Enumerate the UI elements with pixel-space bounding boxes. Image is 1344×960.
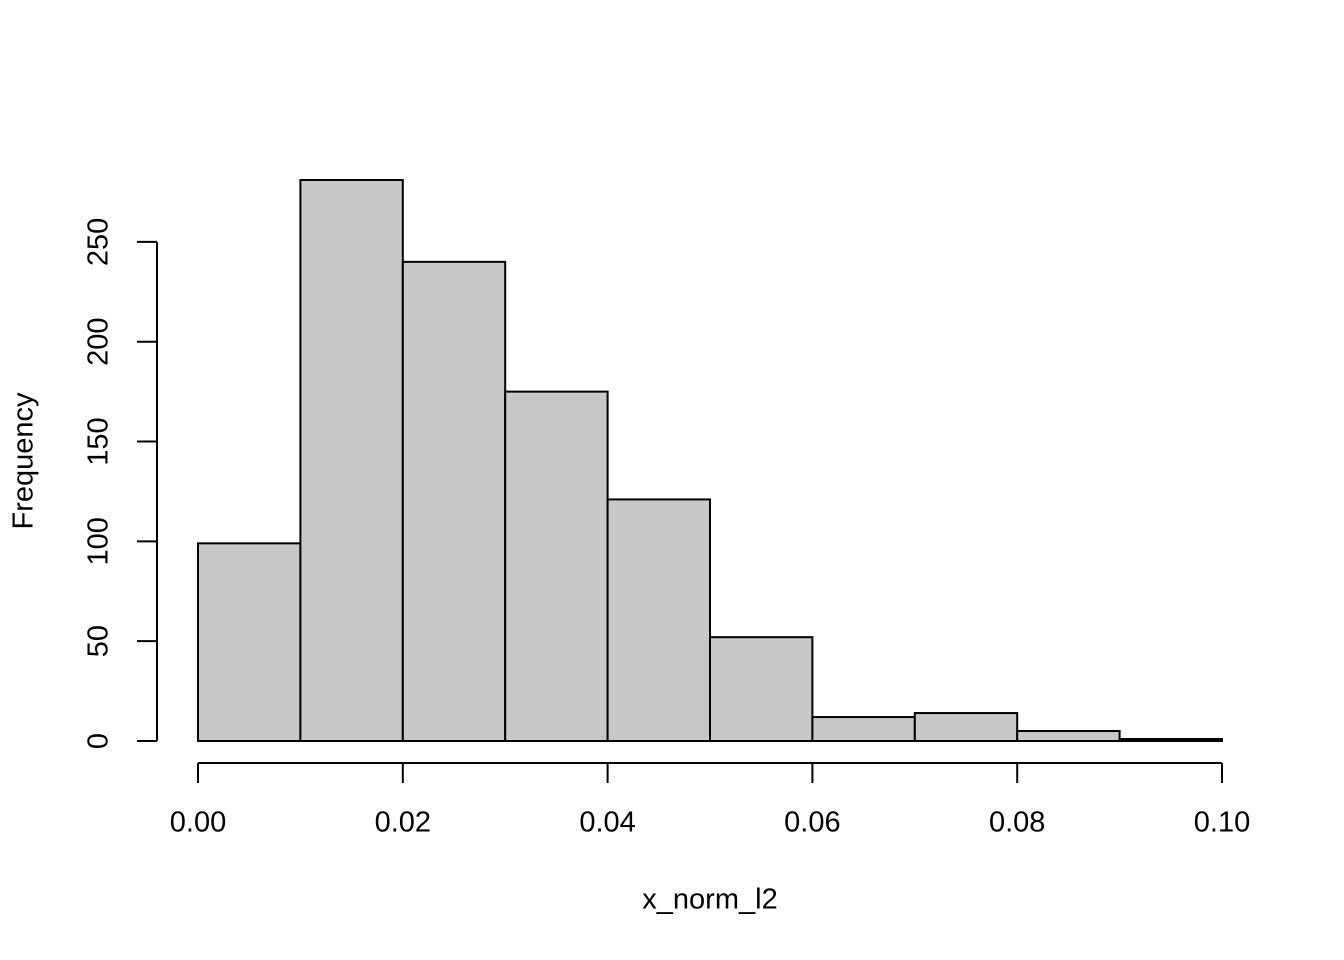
bar <box>197 542 302 742</box>
bar <box>401 260 507 742</box>
y-tick-label: 150 <box>83 417 115 465</box>
x-tick-label: 0.06 <box>784 807 840 839</box>
y-axis-label: Frequency <box>8 392 40 530</box>
x-tick-label: 0.08 <box>989 807 1045 839</box>
bar <box>299 179 404 742</box>
x-tick-label: 0.04 <box>579 807 635 839</box>
x-tick-label: 0.02 <box>375 807 431 839</box>
bar <box>709 636 814 743</box>
x-tick-label: 0.00 <box>170 807 226 839</box>
y-tick-label: 200 <box>83 318 115 366</box>
y-tick-label: 100 <box>83 517 115 565</box>
bar <box>913 712 1019 742</box>
bar <box>1016 730 1121 743</box>
bar <box>1118 738 1223 742</box>
y-tick-label: 50 <box>83 625 115 657</box>
y-tick-label: 250 <box>83 218 115 266</box>
y-tick-label: 0 <box>83 733 115 749</box>
x-axis-label: x_norm_l2 <box>642 884 777 916</box>
bar <box>811 716 916 743</box>
bar <box>504 390 609 742</box>
bar <box>606 498 711 742</box>
x-tick-label: 0.10 <box>1194 807 1250 839</box>
